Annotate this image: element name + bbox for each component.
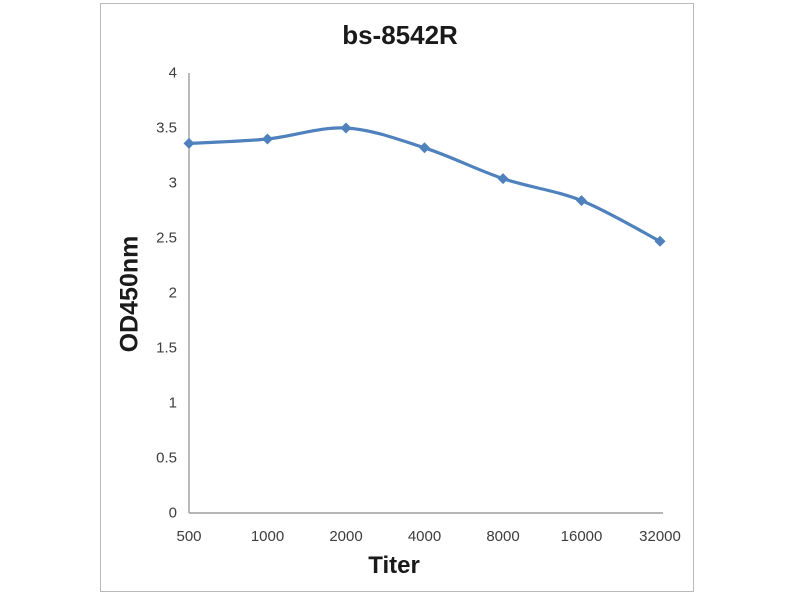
x-tick-label: 500 <box>176 528 202 545</box>
y-axis-label: OD450nm <box>115 235 144 353</box>
x-tick-label: 8000 <box>486 528 520 545</box>
x-tick-label: 1000 <box>250 528 285 545</box>
chart-frame <box>100 3 694 592</box>
data-point-marker <box>497 173 509 185</box>
x-tick-label: 16000 <box>560 528 603 545</box>
data-point-marker <box>654 235 666 247</box>
x-tick-label: 2000 <box>329 528 363 545</box>
y-tick-label: 1 <box>168 394 177 412</box>
y-tick-label: 1.5 <box>156 339 177 357</box>
y-tick-label: 2.5 <box>156 229 177 247</box>
data-point-marker <box>576 195 587 207</box>
y-tick-label: 3.5 <box>156 119 177 137</box>
y-tick-label: 4 <box>168 64 177 82</box>
x-tick-label: 32000 <box>639 528 681 545</box>
data-point-marker <box>340 122 352 134</box>
y-tick-label: 0 <box>168 504 177 522</box>
x-tick-label: 4000 <box>407 528 442 545</box>
data-point-marker <box>419 142 430 154</box>
chart-title: bs-8542R <box>342 20 458 50</box>
y-tick-label: 2 <box>168 284 177 302</box>
data-point-marker <box>262 133 273 145</box>
y-tick-label: 3 <box>168 174 177 192</box>
data-point-marker <box>183 137 195 149</box>
x-axis-label: Titer <box>368 552 420 579</box>
y-tick-label: 0.5 <box>156 449 177 467</box>
